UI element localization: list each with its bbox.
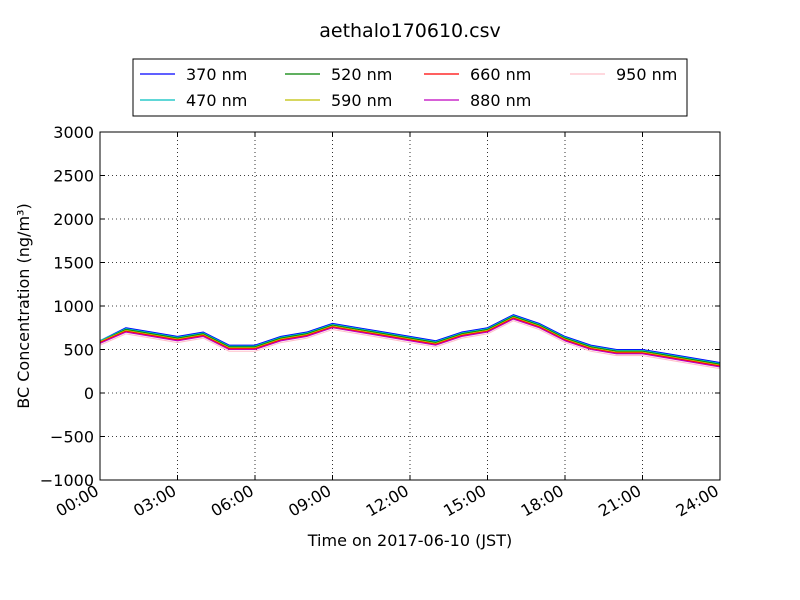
legend-label: 590 nm <box>331 91 392 110</box>
legend-label: 370 nm <box>186 65 247 84</box>
y-tick-label: 0 <box>84 384 94 403</box>
series-line <box>99 314 721 364</box>
y-tick-label: −1000 <box>40 471 94 490</box>
y-tick-label: 2000 <box>53 210 94 229</box>
y-tick-label: 500 <box>63 341 94 360</box>
legend-label: 880 nm <box>470 91 531 110</box>
y-axis: −1000 −500 0 500 1000 1500 2000 2500 3000 <box>40 123 720 490</box>
legend: 370 nm 470 nm 520 nm 590 nm 660 nm 880 nm 950 … <box>132 58 688 117</box>
series-line <box>99 318 721 368</box>
series-line <box>99 315 721 364</box>
series-line <box>99 315 721 365</box>
y-tick-label: 3000 <box>53 123 94 142</box>
y-tick-label: 2500 <box>53 167 94 186</box>
legend-label: 470 nm <box>186 91 247 110</box>
y-tick-label: 1000 <box>53 297 94 316</box>
series-line <box>99 320 721 370</box>
legend-label: 660 nm <box>470 65 531 84</box>
x-axis-label: Time on 2017-06-10 (JST) <box>307 531 512 550</box>
y-tick-label: 1500 <box>53 254 94 273</box>
legend-label: 520 nm <box>331 65 392 84</box>
legend-label: 950 nm <box>616 65 677 84</box>
chart-title: aethalo170610.csv <box>319 20 501 42</box>
legend-box <box>132 58 688 117</box>
series-line <box>99 317 721 367</box>
y-tick-label: −500 <box>50 428 94 447</box>
y-axis-label: BC Concentration (ng/m³) <box>14 203 33 408</box>
plot-area <box>99 314 721 370</box>
series-line <box>99 316 721 366</box>
